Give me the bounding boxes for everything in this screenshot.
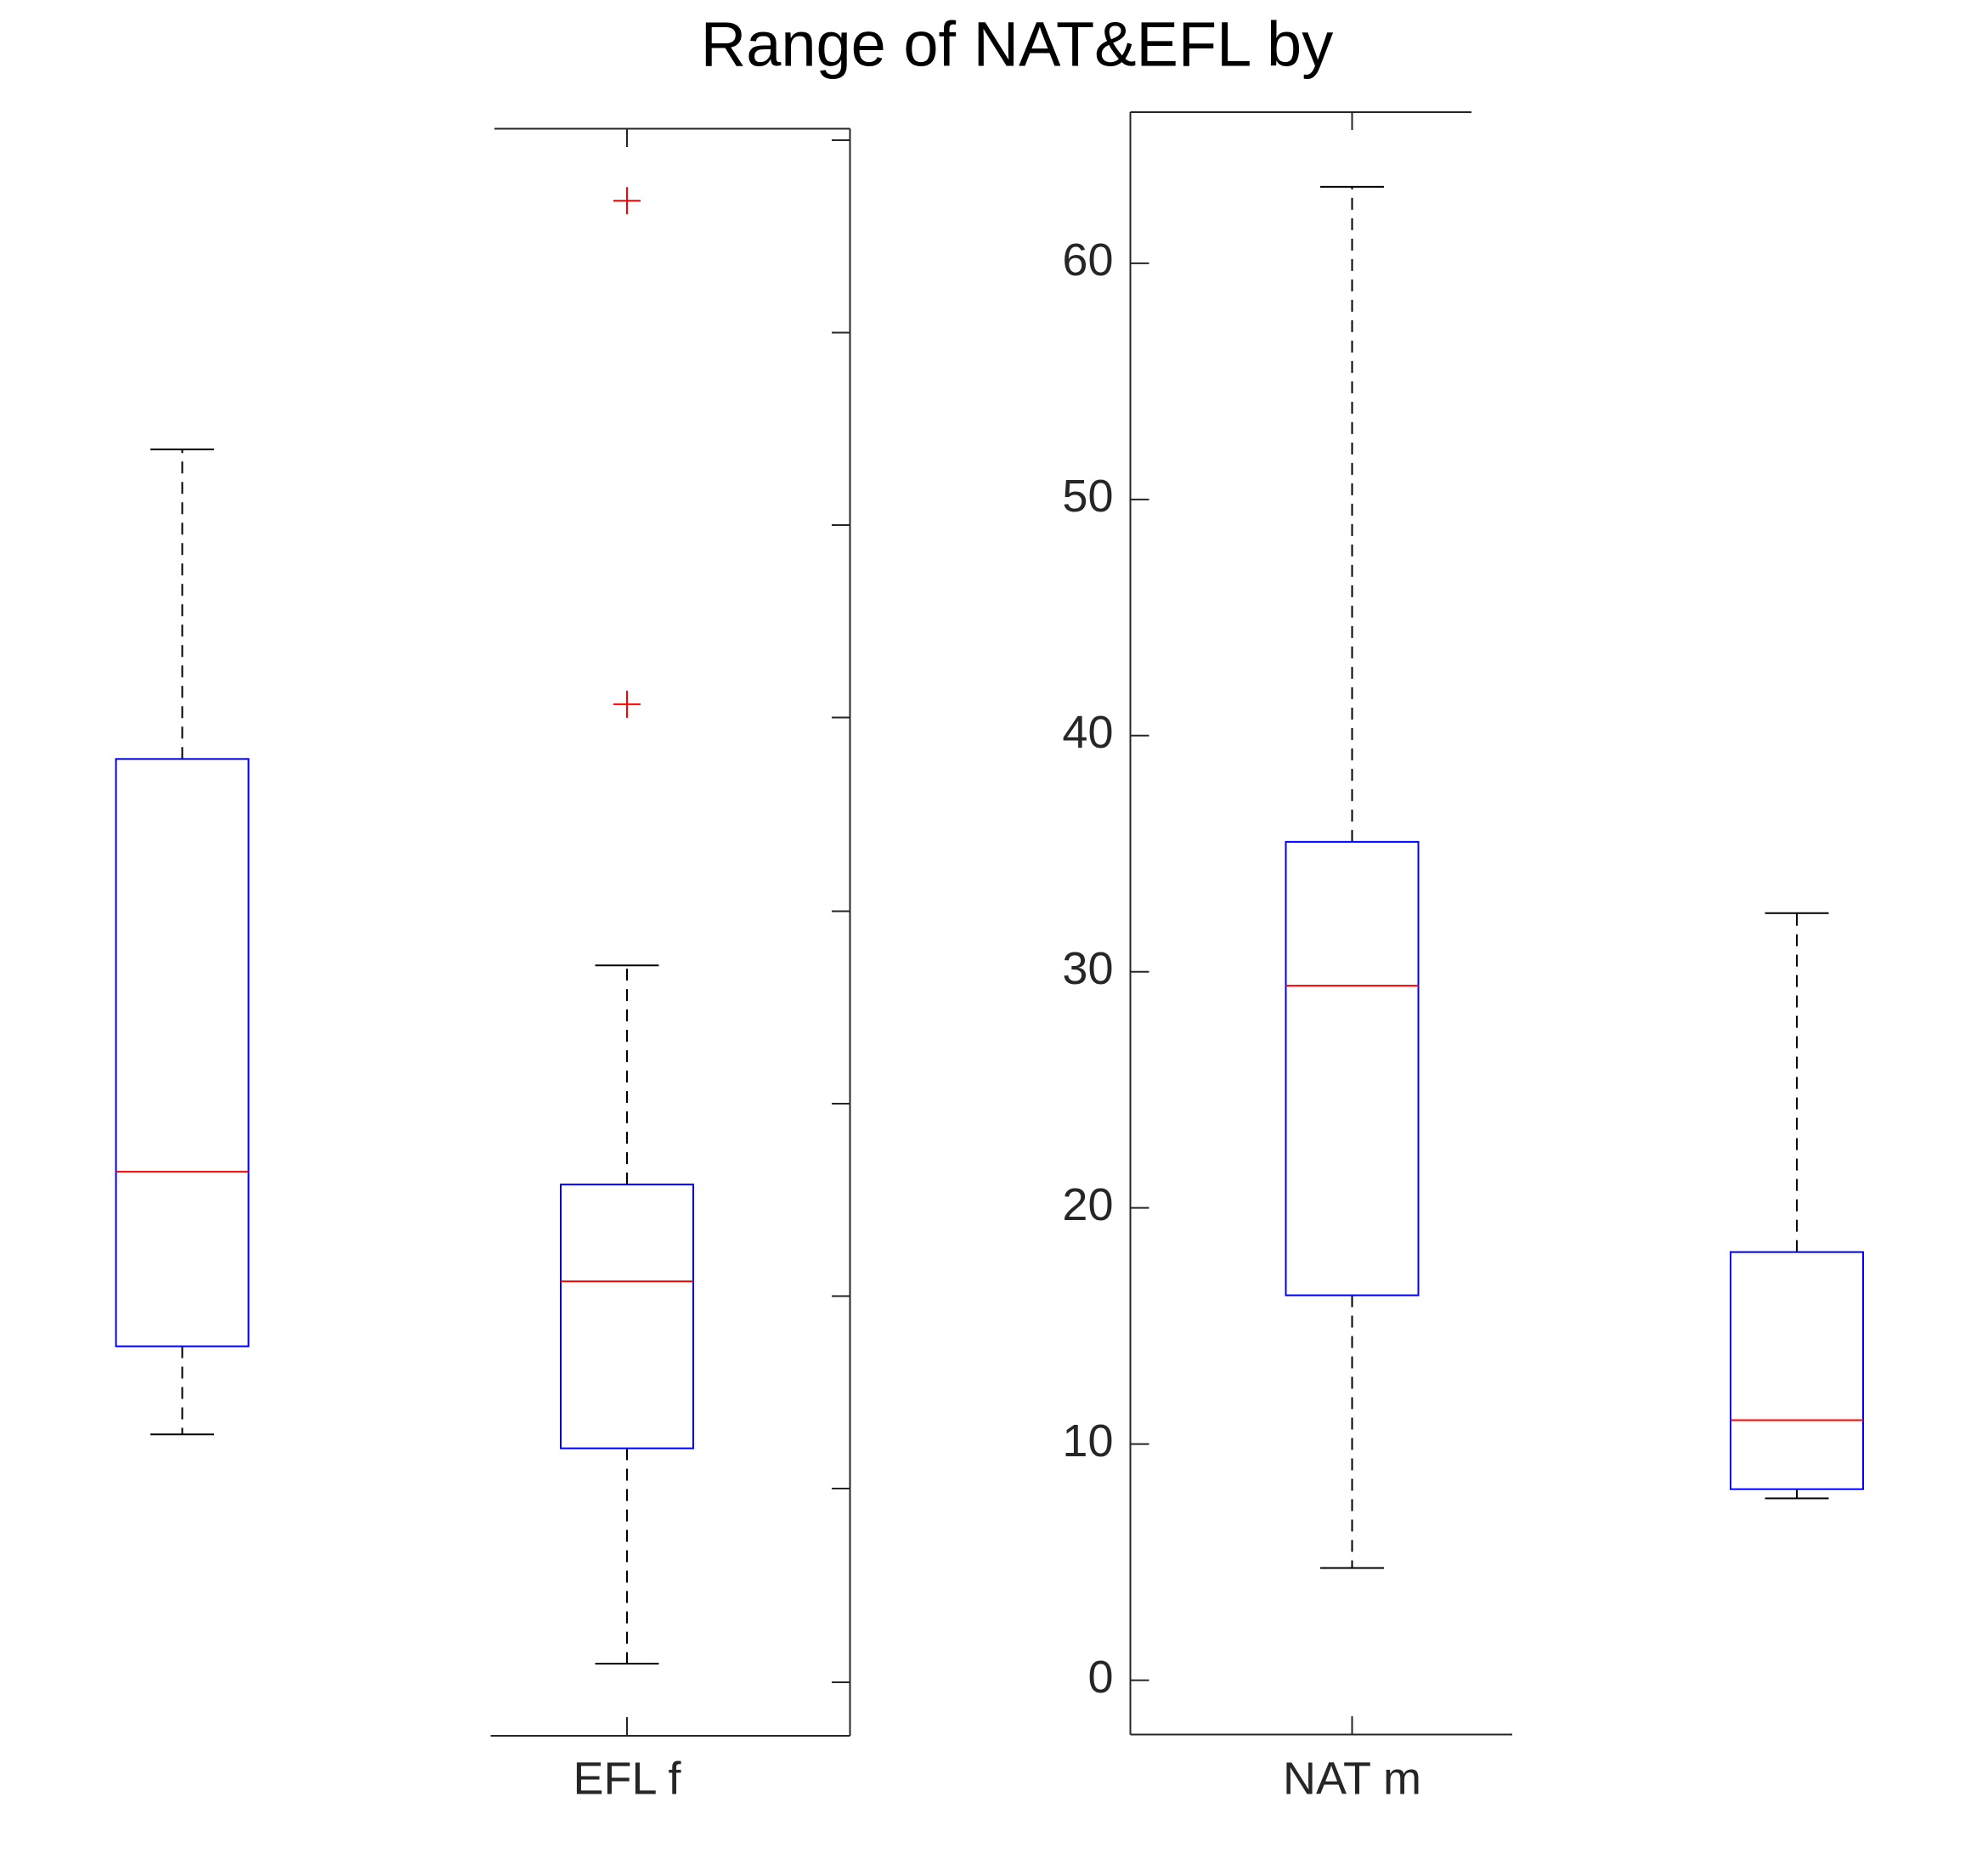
efl-axes-frame [490, 127, 851, 1737]
y-tick-label: 40 [1062, 707, 1113, 758]
box [115, 758, 250, 1348]
box [560, 1184, 694, 1449]
x-tick-label: NAT m [1283, 1753, 1421, 1804]
y-tick-label: 50 [1062, 471, 1113, 522]
flier [613, 690, 641, 718]
x-tick-label: EFL f [573, 1753, 681, 1804]
nat-axes-frame [1129, 111, 1512, 1736]
y-tick-label: 20 [1062, 1179, 1113, 1230]
chart-title: Range of NAT&EFL by [701, 9, 1333, 80]
y-tick-label: 30 [1062, 943, 1113, 994]
flier [613, 187, 641, 215]
box [1285, 840, 1420, 1297]
y-tick-label: 10 [1062, 1415, 1113, 1466]
y-tick-label: 0 [1087, 1652, 1113, 1703]
y-tick-label: 60 [1062, 234, 1113, 285]
box [1730, 1251, 1864, 1490]
